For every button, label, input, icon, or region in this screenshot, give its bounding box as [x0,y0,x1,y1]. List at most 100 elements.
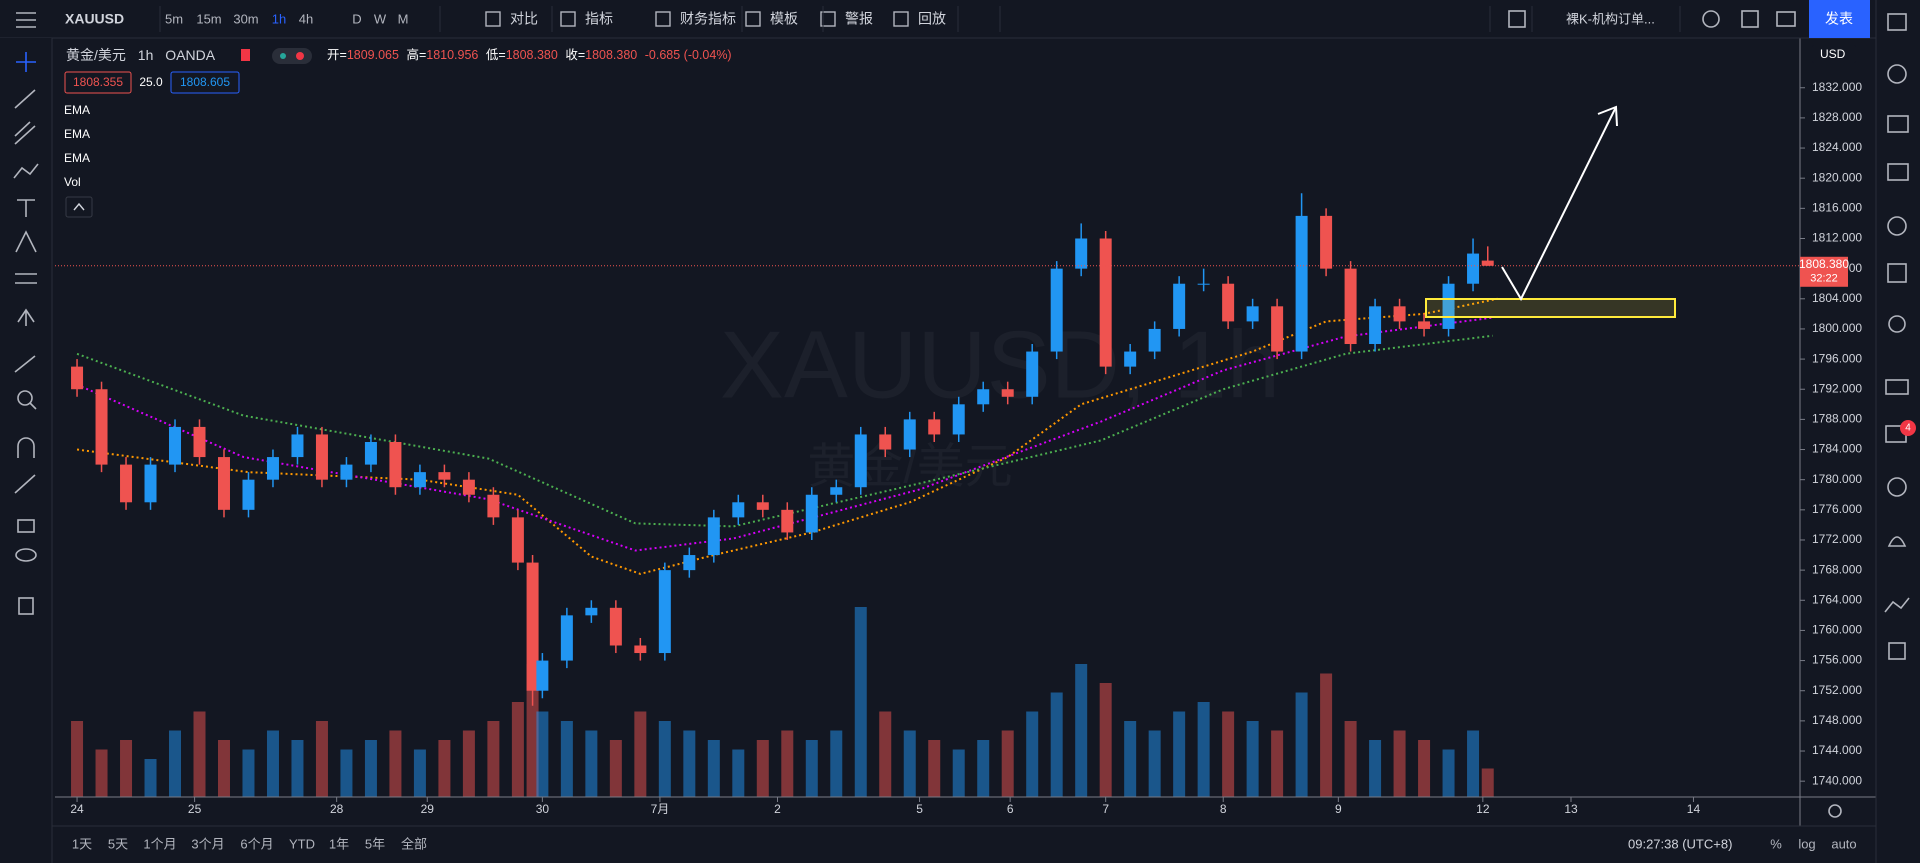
tool-icon[interactable] [485,11,501,27]
volume-bar [1271,730,1284,797]
candle-body [781,509,794,533]
arrow-drawing[interactable] [1501,106,1617,302]
candle-body [438,472,451,480]
flag-icon [241,49,250,61]
interval-option[interactable]: W [374,11,387,26]
interval-option[interactable]: 5m [165,11,183,26]
tool-button[interactable]: 财务指标 [680,11,736,27]
y-tick-label: 1760.000 [1812,623,1862,637]
tool-button[interactable]: 指标 [585,11,613,27]
candle-body [1124,351,1137,367]
interval-option[interactable]: 1h [272,11,286,26]
y-tick-label: 1752.000 [1812,683,1862,697]
candle-body [1295,215,1308,352]
tool-icon[interactable] [820,11,836,27]
candle-body [1050,268,1063,352]
volume-bar [389,730,402,797]
ohlc-legend: 开=1809.065 高=1810.956 低=1808.380 收=1808.… [327,47,732,62]
plot-area [55,193,1800,797]
volume-bar [1001,730,1014,797]
interval-option[interactable]: M [398,11,409,26]
volume-bar [1369,740,1382,797]
scale-option[interactable]: log [1798,836,1815,851]
tool-icon[interactable] [893,11,909,27]
indicator-list: EMA EMA EMA Vol [64,103,90,189]
range-button[interactable]: 全部 [401,836,427,851]
x-tick-label: 9 [1335,802,1342,816]
camera-icon[interactable] [1776,11,1796,27]
settings-top[interactable] [1702,10,1720,28]
tool-button[interactable]: 模板 [770,11,798,27]
volume-bar [560,721,573,797]
interval-option[interactable]: 4h [299,11,313,26]
range-button[interactable]: 6个月 [240,836,273,851]
ema-line [76,316,1493,552]
tool-button[interactable]: 警报 [845,11,873,27]
interval-option[interactable]: 30m [233,11,258,26]
high-label: 高= [406,47,426,62]
symbol[interactable]: XAUUSD [65,11,124,27]
tool-icon[interactable] [655,11,671,27]
notification-count: 4 [1905,423,1911,434]
volume-bar [903,730,916,797]
settings-icon[interactable] [1828,804,1842,818]
price-axis-bg [1800,38,1876,826]
tool-icon[interactable] [560,11,576,27]
volume-bar [1173,711,1186,797]
range-button[interactable]: 3个月 [191,836,224,851]
y-tick-label: 1820.000 [1812,170,1862,184]
volume-bar [634,711,647,797]
interval-option[interactable]: 15m [196,11,221,26]
tool-icon[interactable] [745,11,761,27]
y-tick-label: 1756.000 [1812,653,1862,667]
volume-bar [1222,711,1235,797]
scale-option[interactable]: % [1770,836,1782,851]
candle-body [805,494,818,533]
tool-button[interactable]: 回放 [918,11,946,27]
candle-body [1467,253,1480,284]
status-pill [272,48,312,64]
scale-option[interactable]: auto [1831,836,1856,851]
indicator-label: EMA [64,103,90,117]
candle-body [291,434,304,458]
candle-body [120,464,133,503]
layout-name[interactable]: 裸K-机构订单... [1566,11,1655,26]
range-button[interactable]: 1个月 [143,836,176,851]
currency-btn-bg[interactable] [1812,45,1856,63]
candle-body [1001,389,1014,397]
interval-option[interactable]: D [352,11,361,26]
drawing-tools[interactable] [13,52,39,615]
collapse-button[interactable] [65,196,93,218]
publish-button-bg[interactable] [1809,0,1870,38]
publish-button[interactable]: 发表 [1825,11,1853,27]
currency-button[interactable]: USD [1820,47,1846,61]
range-button[interactable]: YTD [289,836,315,851]
fullscreen-icon[interactable] [1741,10,1759,28]
range-button[interactable]: 5年 [365,836,385,851]
zone-rectangle[interactable] [1425,298,1676,318]
range-button[interactable]: 1天 [72,836,92,851]
volume-bar [1344,721,1357,797]
x-tick-label: 14 [1687,802,1701,816]
y-tick-label: 1784.000 [1812,442,1862,456]
interval: 1h [138,47,154,63]
volume-bar [291,740,304,797]
layout-icon[interactable] [1508,10,1526,28]
range-button[interactable]: 5天 [108,836,128,851]
tool-button[interactable]: 对比 [510,11,538,27]
sidebar-icons[interactable] [1884,13,1910,660]
range-button[interactable]: 1年 [329,836,349,851]
y-tick-label: 1800.000 [1812,321,1862,335]
volume-bar [315,721,328,797]
candle-body [1418,321,1431,329]
volume-bar [511,702,524,797]
ask-box [170,71,240,94]
y-tick-label: 1828.000 [1812,110,1862,124]
y-tick-label: 1804.000 [1812,291,1862,305]
candle-body [242,479,255,510]
volume-bar [242,749,255,797]
volume-bar [413,749,426,797]
volume-bar [217,740,230,797]
menu-icon[interactable] [16,12,36,28]
candle-body [756,502,769,510]
